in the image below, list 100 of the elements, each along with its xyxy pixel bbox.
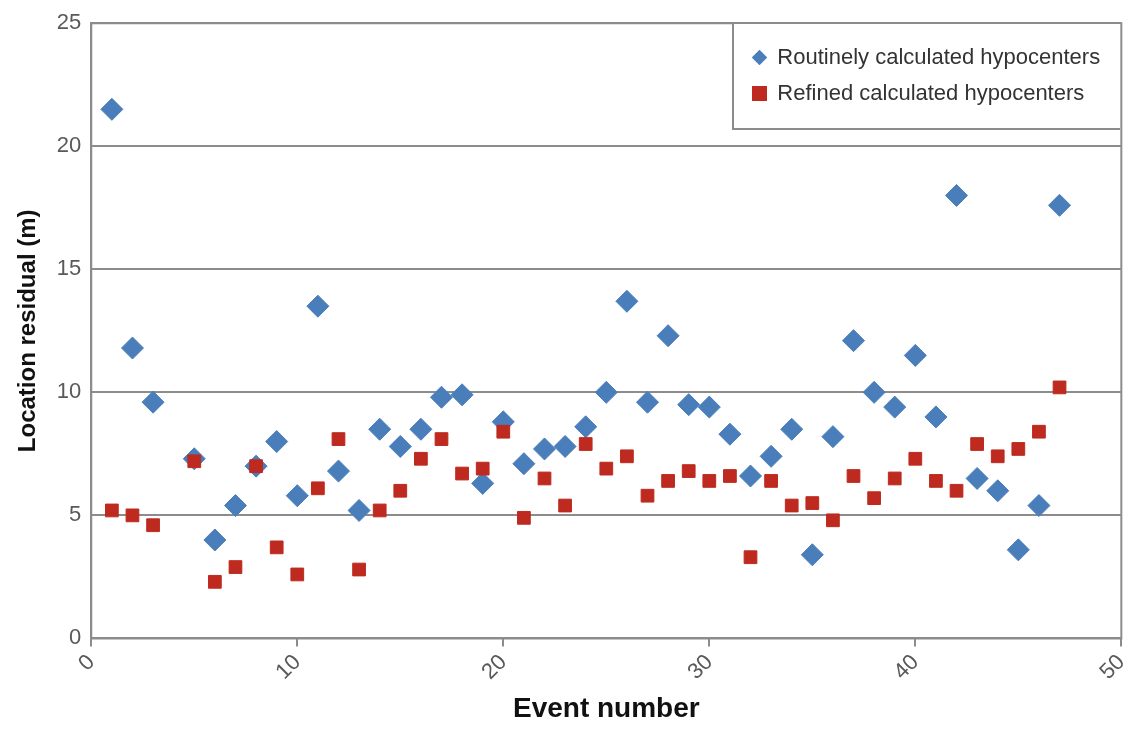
point: [368, 417, 392, 441]
x-tick-label: 50: [1094, 648, 1130, 684]
legend-label: Routinely calculated hypocenters: [777, 44, 1101, 71]
point: [285, 484, 309, 508]
point: [681, 464, 696, 478]
point: [1052, 380, 1067, 395]
point: [265, 430, 289, 454]
point: [677, 393, 701, 417]
point: [805, 496, 820, 510]
point: [743, 550, 758, 565]
point: [640, 488, 655, 503]
point: [558, 498, 572, 513]
point: [594, 380, 618, 404]
point: [986, 479, 1010, 503]
point: [537, 471, 552, 486]
point: [414, 451, 428, 466]
point: [759, 444, 783, 468]
point: [496, 424, 511, 439]
point: [908, 451, 923, 466]
point: [290, 567, 305, 582]
y-tick-label: 0: [69, 624, 82, 650]
legend-label: Refined calculated hypocenters: [777, 80, 1085, 107]
point: [574, 415, 598, 439]
point: [739, 464, 763, 488]
point: [990, 449, 1005, 464]
point: [636, 390, 659, 414]
point: [455, 466, 469, 481]
point: [228, 560, 243, 574]
point: [862, 380, 886, 404]
point: [723, 469, 737, 483]
y-tick-label: 25: [56, 9, 82, 35]
point: [1027, 494, 1051, 518]
point: [929, 474, 943, 488]
point: [1011, 442, 1026, 456]
point: [821, 425, 845, 449]
point: [409, 417, 433, 441]
point: [578, 437, 593, 451]
point: [620, 449, 634, 464]
point: [949, 483, 964, 498]
point: [512, 452, 536, 476]
point: [125, 508, 140, 523]
y-tick-label: 15: [56, 255, 82, 281]
point: [429, 385, 453, 409]
point: [718, 422, 742, 446]
point: [331, 432, 346, 446]
point: [146, 518, 160, 533]
point: [326, 459, 350, 483]
x-tick-label: 10: [270, 648, 306, 684]
x-tick-label: 30: [682, 648, 718, 684]
y-axis-title: Location residual (m): [13, 209, 41, 453]
point: [475, 461, 490, 476]
point: [269, 540, 284, 555]
x-tick-label: 20: [476, 648, 512, 684]
point: [945, 183, 969, 207]
point: [924, 405, 948, 429]
point: [347, 498, 371, 522]
y-tick-label: 10: [56, 378, 82, 404]
point: [656, 324, 680, 348]
point: [553, 434, 577, 458]
point: [311, 481, 325, 496]
y-tick-label: 20: [56, 132, 82, 158]
point: [1006, 538, 1030, 562]
point: [826, 513, 840, 528]
point: [388, 434, 412, 458]
point: [450, 383, 474, 407]
point: [372, 503, 387, 518]
point: [702, 474, 717, 488]
y-tick-label: 5: [69, 501, 82, 527]
point: [661, 474, 675, 488]
point: [784, 498, 799, 513]
point: [846, 469, 861, 483]
point: [1048, 193, 1072, 217]
point: [615, 289, 639, 313]
point: [1032, 424, 1046, 439]
point: [867, 491, 881, 506]
point: [842, 329, 866, 353]
point: [970, 437, 984, 451]
point: [800, 543, 824, 567]
point: [883, 395, 907, 419]
point: [533, 437, 556, 461]
point: [599, 461, 614, 476]
x-axis-title: Event number: [512, 691, 700, 723]
x-tick-label: 40: [888, 648, 924, 684]
point: [306, 294, 330, 318]
point: [141, 390, 165, 414]
point: [887, 471, 902, 486]
point: [105, 503, 119, 518]
point: [697, 395, 721, 419]
point: [780, 417, 804, 441]
point: [223, 494, 247, 518]
point: [517, 510, 531, 525]
point: [352, 562, 366, 577]
point: [965, 466, 989, 490]
point: [393, 483, 408, 498]
point: [203, 528, 227, 552]
point: [903, 343, 927, 367]
point: [764, 474, 778, 488]
point: [120, 336, 144, 360]
point: [434, 432, 449, 446]
point: [208, 574, 222, 589]
